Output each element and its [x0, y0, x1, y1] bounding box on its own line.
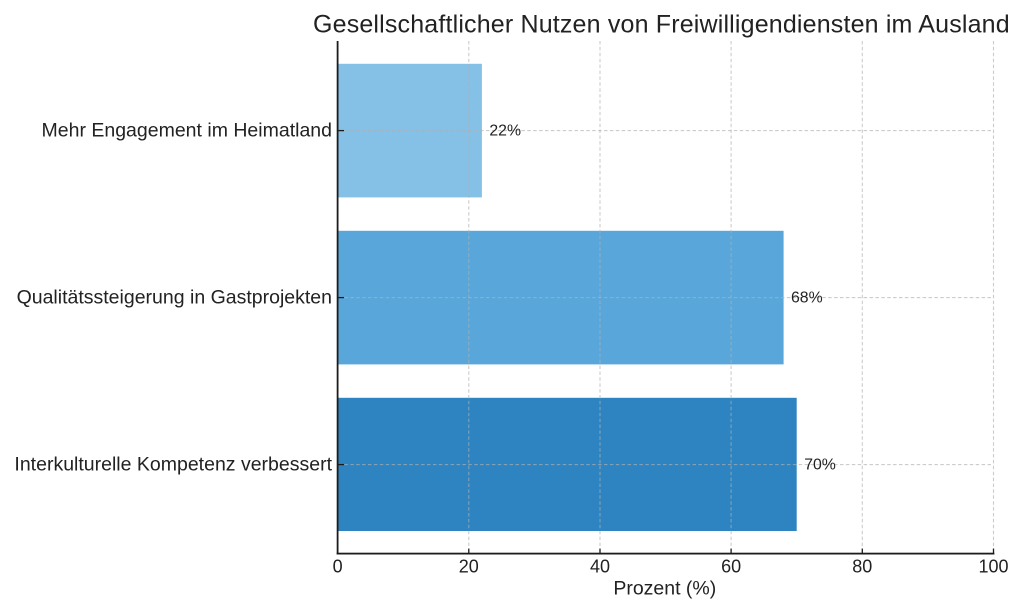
svg-text:70%: 70%: [804, 457, 836, 474]
svg-text:68%: 68%: [791, 290, 823, 307]
svg-text:20: 20: [459, 557, 479, 577]
svg-text:0: 0: [333, 557, 343, 577]
svg-text:60: 60: [721, 557, 741, 577]
svg-text:80: 80: [852, 557, 872, 577]
svg-text:40: 40: [590, 557, 610, 577]
svg-text:Prozent (%): Prozent (%): [613, 578, 716, 600]
svg-text:Gesellschaftlicher Nutzen von: Gesellschaftlicher Nutzen von Freiwillig…: [313, 11, 1010, 39]
svg-text:100: 100: [978, 557, 1008, 577]
svg-text:Qualitätssteigerung in Gastpro: Qualitätssteigerung in Gastprojekten: [17, 287, 332, 309]
svg-text:22%: 22%: [489, 123, 521, 140]
svg-text:Interkulturelle Kompetenz verb: Interkulturelle Kompetenz verbessert: [14, 454, 332, 476]
svg-text:Mehr Engagement im Heimatland: Mehr Engagement im Heimatland: [42, 120, 332, 142]
